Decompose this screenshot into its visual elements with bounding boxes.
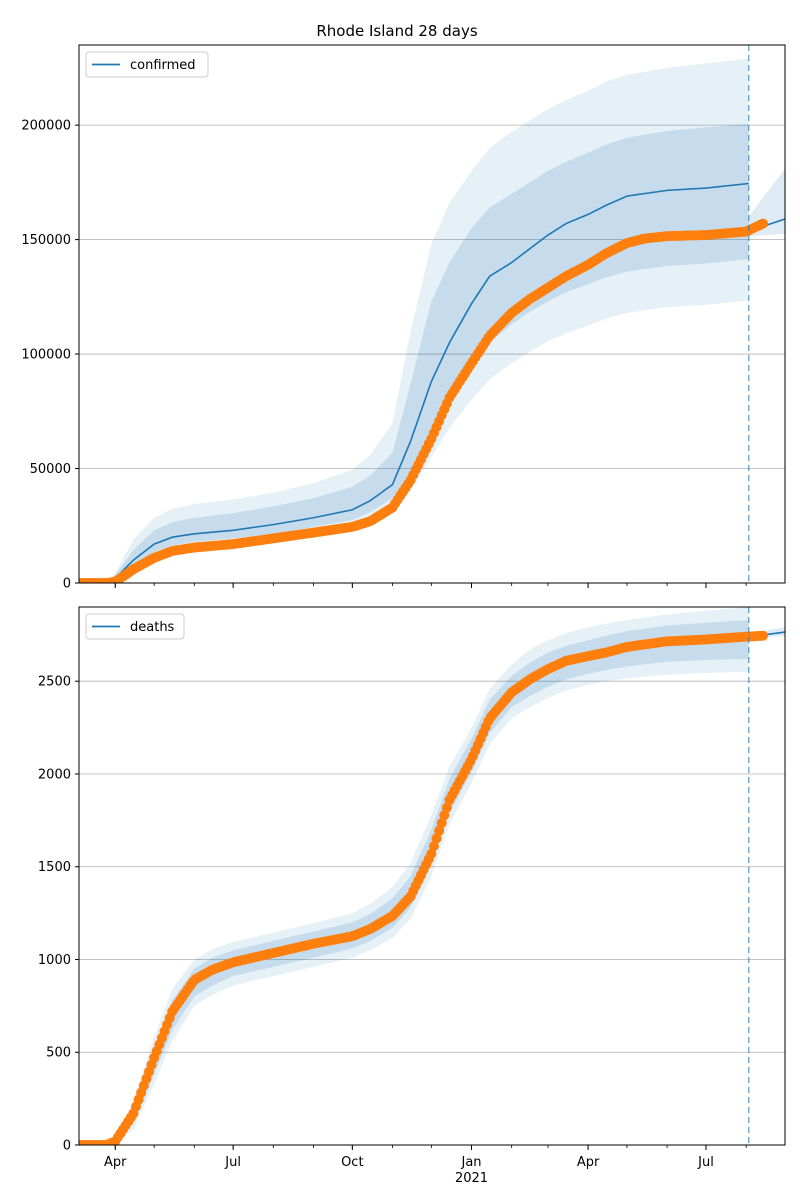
legend: confirmed <box>85 51 209 78</box>
uncertainty-band <box>79 607 749 1145</box>
x-tick-label: Jan <box>460 1155 481 1170</box>
uncertainty-band <box>79 58 749 583</box>
axes-frame <box>78 44 786 584</box>
legend-box <box>85 51 209 78</box>
x-tick-label: Apr <box>104 1155 127 1170</box>
y-tick-label: 2500 <box>38 675 71 690</box>
y-tick-label: 1500 <box>38 860 71 875</box>
chart-panels: 0 50000 100000 150000 200000 confirmed 0 500 100… <box>21 44 786 1186</box>
plot-area <box>79 58 785 583</box>
plot-area <box>79 607 785 1145</box>
data-point <box>439 810 450 821</box>
legend-label: confirmed <box>130 58 196 73</box>
data-point <box>434 825 445 836</box>
y-tick-label: 200000 <box>21 119 71 134</box>
panel-deaths: 0 500 1000 1500 2000 2500 Apr Jul Oct Jan Apr Jul 20… <box>38 606 786 1186</box>
x-tick-label: Oct <box>341 1155 363 1170</box>
data-point <box>428 841 439 852</box>
y-tick-label: 1000 <box>38 953 71 968</box>
y-tick-label: 0 <box>63 1139 71 1154</box>
legend-box <box>85 613 185 640</box>
y-tick-label: 2000 <box>38 767 71 782</box>
data-point <box>426 848 437 859</box>
y-tick-label: 500 <box>46 1046 71 1061</box>
legend: deaths <box>85 613 185 640</box>
data-point <box>441 802 452 813</box>
y-tick-label: 0 <box>63 577 71 592</box>
uncertainty-band-extension <box>748 168 785 237</box>
y-tick-label: 50000 <box>30 462 71 477</box>
axes-frame <box>78 606 786 1146</box>
x-tick-label: Jul <box>697 1155 714 1170</box>
y-tick-label: 150000 <box>21 233 71 248</box>
data-point <box>757 630 768 641</box>
y-tick-label: 100000 <box>21 348 71 363</box>
legend-label: deaths <box>130 620 175 635</box>
data-point <box>757 218 768 229</box>
x-year-label: 2021 <box>455 1171 488 1186</box>
x-tick-label: Jul <box>224 1155 241 1170</box>
uncertainty-band <box>79 123 749 583</box>
x-tick-label: Apr <box>577 1155 600 1170</box>
data-point <box>436 817 447 828</box>
series-line-confirmed <box>79 182 749 583</box>
data-point <box>431 833 442 844</box>
chart-title: Rhode Island 28 days <box>316 22 477 40</box>
panel-confirmed: 0 50000 100000 150000 200000 confirmed <box>21 44 786 592</box>
